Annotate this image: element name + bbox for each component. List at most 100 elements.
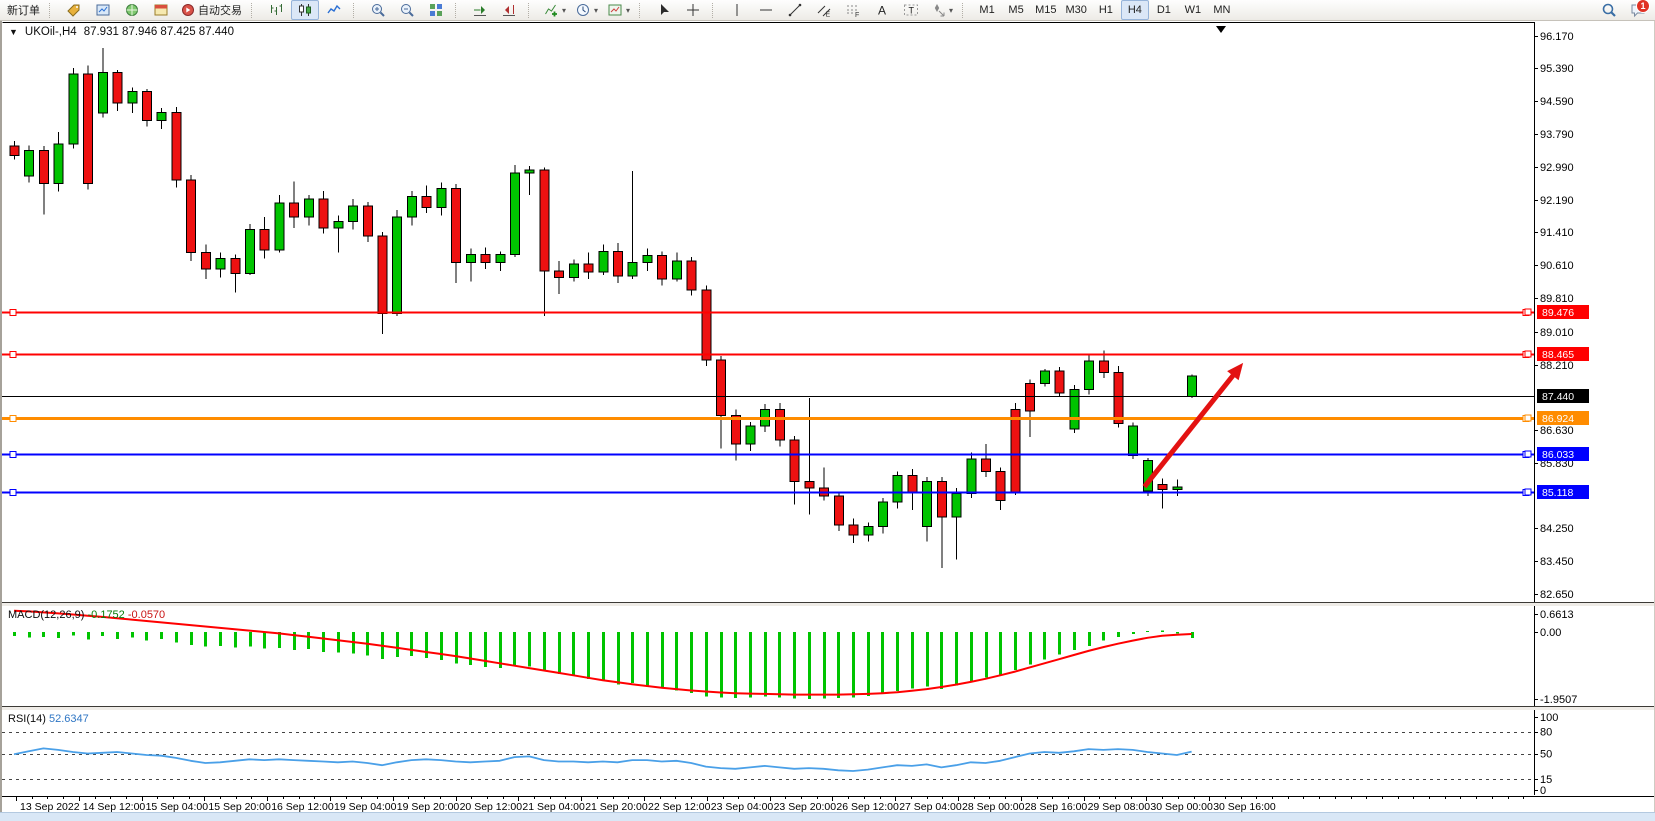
rsi-level-lines bbox=[2, 732, 1534, 780]
svg-text:0.6613: 0.6613 bbox=[1540, 609, 1574, 621]
tile-windows-icon bbox=[428, 2, 444, 18]
svg-text:95.390: 95.390 bbox=[1540, 63, 1574, 75]
chevron-down-icon[interactable]: ▾ bbox=[562, 5, 567, 15]
date-label: 15 Sep 04:00 bbox=[146, 801, 209, 813]
date-label: 21 Sep 04:00 bbox=[522, 801, 585, 813]
svg-text:89.810: 89.810 bbox=[1540, 293, 1574, 305]
indicators-button[interactable]: ▾ bbox=[539, 0, 570, 20]
line-chart-button[interactable] bbox=[320, 0, 348, 20]
macd-indicator-panel[interactable]: 0.6613 0.00 -1.9507 MACD(12,26,9) -0.1752 … bbox=[2, 606, 1654, 706]
date-label: 30 Sep 16:00 bbox=[1213, 801, 1276, 813]
date-label: 27 Sep 04:00 bbox=[899, 801, 962, 813]
toolbar-separator bbox=[49, 2, 56, 18]
candlestick-chart-button[interactable] bbox=[291, 0, 319, 20]
toolbar-separator bbox=[455, 2, 462, 18]
periods-button[interactable]: ▾ bbox=[571, 0, 602, 20]
price-chart-canvas[interactable]: 96.170 95.390 94.590 93.790 92.990 92.190 91.4… bbox=[2, 22, 1654, 602]
text-button[interactable]: A bbox=[868, 0, 896, 20]
macd-signal-value: -0.0570 bbox=[127, 609, 166, 621]
autotrading-button[interactable]: 自动交易 bbox=[176, 0, 246, 20]
zoom-out-icon bbox=[399, 2, 415, 18]
macd-histogram bbox=[13, 630, 1194, 700]
autotrading-button-label: 自动交易 bbox=[198, 5, 242, 17]
new-order-button[interactable]: 新订单 bbox=[3, 0, 44, 20]
svg-text:86.924: 86.924 bbox=[1542, 413, 1574, 425]
trendline-button[interactable] bbox=[781, 0, 809, 20]
text-label-button[interactable]: T bbox=[897, 0, 925, 20]
arrows-button[interactable]: ▾ bbox=[926, 0, 957, 20]
svg-text:80: 80 bbox=[1540, 727, 1552, 739]
timeframe-button-d1[interactable]: D1 bbox=[1156, 4, 1171, 16]
chart-ohlc-values: 87.931 87.946 87.425 87.440 bbox=[83, 26, 234, 38]
templates-icon bbox=[607, 2, 623, 18]
price-chart-panel[interactable]: 96.170 95.390 94.590 93.790 92.990 92.190 91.4… bbox=[2, 22, 1654, 602]
horizontal-line-button[interactable] bbox=[752, 0, 780, 20]
rsi-axis: 100 80 50 150 bbox=[1534, 710, 1558, 795]
date-label: 23 Sep 20:00 bbox=[774, 801, 837, 813]
chevron-down-icon[interactable]: ▾ bbox=[594, 5, 599, 15]
svg-text:91.410: 91.410 bbox=[1540, 227, 1574, 239]
svg-text:93.790: 93.790 bbox=[1540, 129, 1574, 141]
market-watch-button[interactable] bbox=[89, 0, 117, 20]
macd-canvas[interactable]: 0.6613 0.00 -1.9507 bbox=[2, 606, 1654, 706]
bar-chart-button[interactable] bbox=[262, 0, 290, 20]
toolbar-separator bbox=[962, 2, 969, 18]
text-label-icon: T bbox=[903, 2, 919, 18]
chart-menu-toggle-icon[interactable]: ▼ bbox=[9, 27, 18, 37]
svg-text:92.190: 92.190 bbox=[1540, 195, 1574, 207]
svg-text:96.170: 96.170 bbox=[1540, 31, 1574, 43]
date-label: 22 Sep 12:00 bbox=[648, 801, 711, 813]
auto-scroll-button[interactable] bbox=[466, 0, 494, 20]
timeframe-button-m1[interactable]: M1 bbox=[979, 4, 995, 16]
timeframe-button-h4[interactable]: H4 bbox=[1120, 0, 1149, 20]
cursor-button[interactable] bbox=[650, 0, 678, 20]
timeframe-button-m5[interactable]: M5 bbox=[1008, 4, 1024, 16]
timeframe-button-m30[interactable]: M30 bbox=[1065, 4, 1087, 16]
periods-icon bbox=[575, 2, 591, 18]
notifications-button[interactable]: 1 bbox=[1624, 0, 1652, 20]
search-button[interactable] bbox=[1595, 0, 1623, 20]
rsi-indicator-panel[interactable]: 100 80 50 15 0 RSI(14) 52.6347 bbox=[2, 710, 1654, 795]
scroll-to-end-marker bbox=[1216, 26, 1226, 33]
date-label: 28 Sep 00:00 bbox=[962, 801, 1025, 813]
timeframe-button-m15[interactable]: M15 bbox=[1035, 4, 1057, 16]
date-axis-canvas: 13 Sep 2022 14 Sep 12:00 15 Sep 04:00 15 Se… bbox=[16, 797, 1524, 813]
crosshair-button[interactable] bbox=[679, 0, 707, 20]
timeframe-button-h1[interactable]: H1 bbox=[1098, 4, 1113, 16]
svg-text:86.033: 86.033 bbox=[1542, 449, 1574, 461]
zoom-in-button[interactable] bbox=[364, 0, 392, 20]
tile-windows-button[interactable] bbox=[422, 0, 450, 20]
zoom-out-button[interactable] bbox=[393, 0, 421, 20]
chart-symbol-period: UKOil-,H4 bbox=[24, 26, 77, 38]
date-label: 26 Sep 12:00 bbox=[836, 801, 899, 813]
chevron-down-icon[interactable]: ▾ bbox=[949, 5, 954, 15]
status-strip bbox=[0, 812, 1655, 821]
trendline-icon bbox=[787, 2, 803, 18]
date-axis[interactable]: 13 Sep 2022 14 Sep 12:00 15 Sep 04:00 15 Se… bbox=[2, 796, 1654, 814]
indicators-icon bbox=[543, 2, 559, 18]
rsi-name: RSI(14) bbox=[8, 713, 46, 725]
cursor-icon bbox=[656, 2, 672, 18]
equidistant-channel-button[interactable]: E bbox=[810, 0, 838, 20]
timeframe-button-w1[interactable]: W1 bbox=[1184, 4, 1202, 16]
chart-shift-button[interactable] bbox=[495, 0, 523, 20]
price-tag-button[interactable] bbox=[60, 0, 88, 20]
timeframe-button-mn[interactable]: MN bbox=[1213, 4, 1231, 16]
terminal-button[interactable] bbox=[147, 0, 175, 20]
templates-button[interactable]: ▾ bbox=[603, 0, 634, 20]
svg-text:0: 0 bbox=[1540, 785, 1546, 795]
chevron-down-icon[interactable]: ▾ bbox=[626, 5, 631, 15]
candlestick-chart-icon bbox=[297, 2, 313, 18]
macd-label: MACD(12,26,9) -0.1752 -0.0570 bbox=[8, 609, 165, 621]
notification-count-badge: 1 bbox=[1636, 0, 1650, 13]
navigator-button[interactable] bbox=[118, 0, 146, 20]
rsi-canvas[interactable]: 100 80 50 150 bbox=[2, 710, 1654, 795]
vertical-line-button[interactable] bbox=[723, 0, 751, 20]
fibonacci-button[interactable]: F bbox=[839, 0, 867, 20]
svg-text:85.118: 85.118 bbox=[1542, 487, 1573, 499]
equidistant-channel-icon: E bbox=[816, 2, 832, 18]
zoom-in-icon bbox=[370, 2, 386, 18]
candles-layer bbox=[9, 47, 1198, 568]
svg-text:-1.9507: -1.9507 bbox=[1540, 694, 1577, 706]
macd-axis: 0.6613 0.00 -1.9507 bbox=[1534, 606, 1577, 706]
